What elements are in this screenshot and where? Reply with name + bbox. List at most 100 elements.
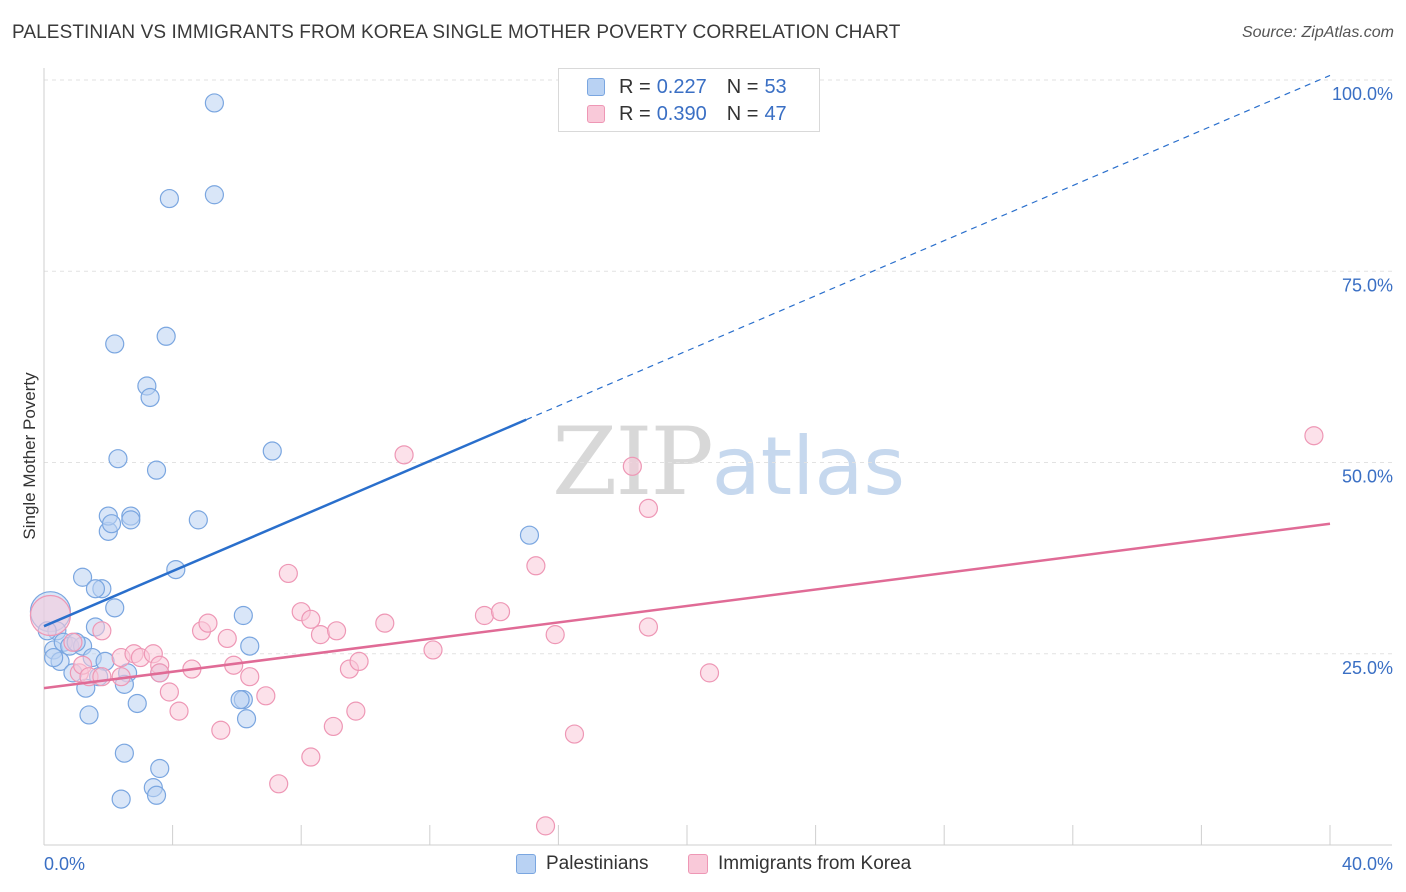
legend-n-label: N = [726,75,759,98]
point-palestinians [127,693,147,714]
data-points [29,93,1324,836]
point-palestinians [150,758,170,779]
bottom-legend-korea: Immigrants from Korea [688,852,911,876]
legend-r-label: R = [619,102,651,125]
y-tick-label: 100.0% [1332,84,1393,104]
y-tick-label: 75.0% [1342,275,1393,295]
bottom-legend-label-palestinians: Palestinians [546,853,649,874]
point-palestinians [204,185,224,205]
point-palestinians [114,743,134,763]
legend-n-label: N = [726,102,759,125]
bottom-legend-swatch-palestinians [516,854,536,874]
point-palestinians [204,93,224,113]
trend-line-palestinians [43,418,527,628]
correlation-legend: R = 0.227 N = 53 R = 0.390 N = 47 [558,68,820,132]
point-korea [63,632,83,652]
tick-labels: 25.0% 50.0% 75.0% 100.0% 0.0% 40.0% [44,84,1393,874]
point-palestinians [85,579,106,599]
trend-line-korea [43,522,1331,690]
point-korea [535,816,556,836]
point-palestinians [262,441,282,461]
point-korea [269,774,289,794]
legend-swatch-palestinians [587,78,605,96]
chart-title: PALESTINIAN VS IMMIGRANTS FROM KOREA SIN… [12,22,901,43]
point-palestinians [111,789,131,809]
point-korea [638,498,659,518]
point-korea [240,667,260,687]
x-tick-label: 0.0% [44,854,85,874]
point-palestinians [72,567,93,587]
point-korea [423,640,443,660]
point-korea [622,456,642,476]
chart-source: Source: ZipAtlas.com [1241,24,1394,41]
watermark-atlas: atlas [711,420,906,513]
point-korea [256,686,276,706]
point-palestinians [105,598,125,618]
point-palestinians [44,647,64,668]
point-korea [159,682,179,702]
point-palestinians [519,525,540,545]
y-tick-label: 50.0% [1342,467,1393,487]
point-palestinians [146,460,167,480]
point-korea [375,613,395,633]
legend-row-korea: R = 0.390 N = 47 [587,101,787,127]
point-korea [394,445,414,465]
legend-swatch-korea [587,105,605,123]
bottom-legend-swatch-korea [688,854,708,874]
point-korea [278,563,298,584]
point-korea [169,701,189,721]
point-korea [349,651,369,672]
point-korea [474,605,495,626]
point-palestinians [236,709,257,729]
point-korea [301,609,321,629]
point-korea [217,628,237,649]
y-axis-label: Single Mother Poverty [20,372,39,540]
point-korea [198,613,218,633]
point-korea [1304,426,1324,446]
legend-n-value: 53 [764,75,787,98]
point-palestinians [101,514,122,534]
point-palestinians [188,510,208,530]
point-korea [545,625,565,645]
point-korea [699,663,720,683]
point-korea [490,602,511,622]
y-tick-label: 25.0% [1342,658,1393,678]
point-palestinians [121,510,141,530]
x-tick-label: 40.0% [1342,854,1393,874]
point-korea [301,747,321,767]
point-palestinians [159,188,179,209]
point-korea [92,667,112,687]
point-palestinians [230,690,250,710]
bottom-legend-palestinians: Palestinians [516,852,648,876]
point-palestinians [146,785,167,805]
point-korea [211,720,231,740]
trend-line-palestinians-extension [526,74,1331,421]
point-palestinians [140,387,160,408]
point-palestinians [79,705,99,725]
legend-r-value: 0.390 [656,102,707,125]
point-palestinians [240,636,260,656]
legend-r-value: 0.227 [656,75,707,98]
point-korea [326,621,347,641]
point-korea [638,617,659,637]
legend-row-palestinians: R = 0.227 N = 53 [587,74,787,100]
grid-lines [44,79,1392,655]
point-korea [564,724,585,744]
point-palestinians [156,326,176,346]
point-palestinians [108,449,128,469]
legend-r-label: R = [619,75,651,98]
point-korea [310,625,331,645]
legend-n-value: 47 [764,102,787,125]
point-palestinians [105,334,125,354]
point-korea [29,594,72,637]
axes [43,68,1392,846]
point-korea [323,716,343,737]
trend-lines [43,74,1331,690]
point-korea [346,701,366,721]
point-palestinians [233,605,253,626]
bottom-legend-label-korea: Immigrants from Korea [718,853,912,874]
point-korea [92,621,112,641]
point-korea [526,556,546,576]
watermark: ZIPatlas [552,408,905,517]
